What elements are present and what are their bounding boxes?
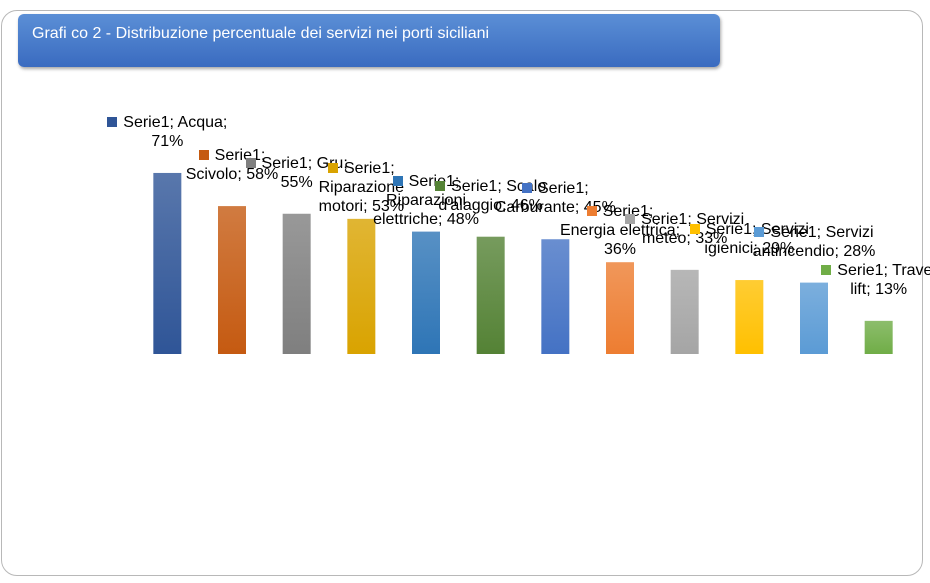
label-marker — [625, 213, 636, 224]
label-marker — [107, 116, 118, 127]
label-marker — [821, 264, 832, 275]
data-label: Serie1; Servizi meteo; 33% — [623, 210, 747, 248]
label-marker — [392, 175, 403, 186]
data-label-text: Serie1; Servizi meteo; 33% — [641, 210, 745, 247]
bar — [282, 213, 311, 354]
data-label-text: Serie1; Carburante; 45% — [494, 180, 616, 217]
data-label: Serie1; Riparazione motori; 53% — [299, 159, 423, 216]
data-label: Serie1; Gru; 55% — [235, 154, 359, 192]
label-marker — [689, 224, 700, 235]
slide-frame — [1, 10, 923, 576]
label-marker — [435, 180, 446, 191]
bar — [606, 262, 634, 354]
data-label-text: Serie1; Servizi antincendio; 28% — [752, 223, 876, 260]
bar — [347, 218, 376, 354]
bar — [218, 206, 246, 354]
label-marker — [754, 226, 765, 237]
data-label: Serie1; Travel lift; 13% — [817, 261, 930, 299]
data-label: Serie1; Energia elettrica; 36% — [558, 202, 682, 259]
bar — [670, 269, 699, 354]
data-label-text: Serie1; Acqua; 71% — [123, 113, 228, 150]
label-marker — [245, 157, 256, 168]
label-marker — [521, 183, 532, 194]
data-label-text: Serie1; Energia elettrica; 36% — [559, 203, 681, 259]
bar — [412, 231, 440, 354]
data-label: Serie1; Servizi antincendio; 28% — [752, 223, 876, 261]
label-marker — [198, 150, 209, 161]
bar — [153, 172, 182, 354]
bar — [735, 280, 764, 354]
data-label-text: Serie1; Riparazioni elettriche; 48% — [373, 172, 479, 228]
data-label-text: Serie1; Travel lift; 13% — [837, 261, 930, 298]
label-marker — [327, 162, 338, 173]
bar — [800, 282, 828, 354]
data-label-text: Serie1; Riparazione motori; 53% — [318, 159, 405, 215]
data-label-text: Serie1; Gru; 55% — [261, 154, 348, 191]
bar — [476, 236, 505, 354]
chart-title: Grafi co 2 - Distribuzione percentuale d… — [18, 14, 720, 67]
data-label: Serie1; Carburante; 45% — [493, 179, 617, 217]
bar — [864, 320, 893, 354]
data-label: Serie1; Acqua; 71% — [105, 113, 229, 151]
bar — [541, 239, 570, 354]
label-marker — [586, 206, 597, 217]
data-label: Serie1; Riparazioni elettriche; 48% — [364, 172, 488, 229]
